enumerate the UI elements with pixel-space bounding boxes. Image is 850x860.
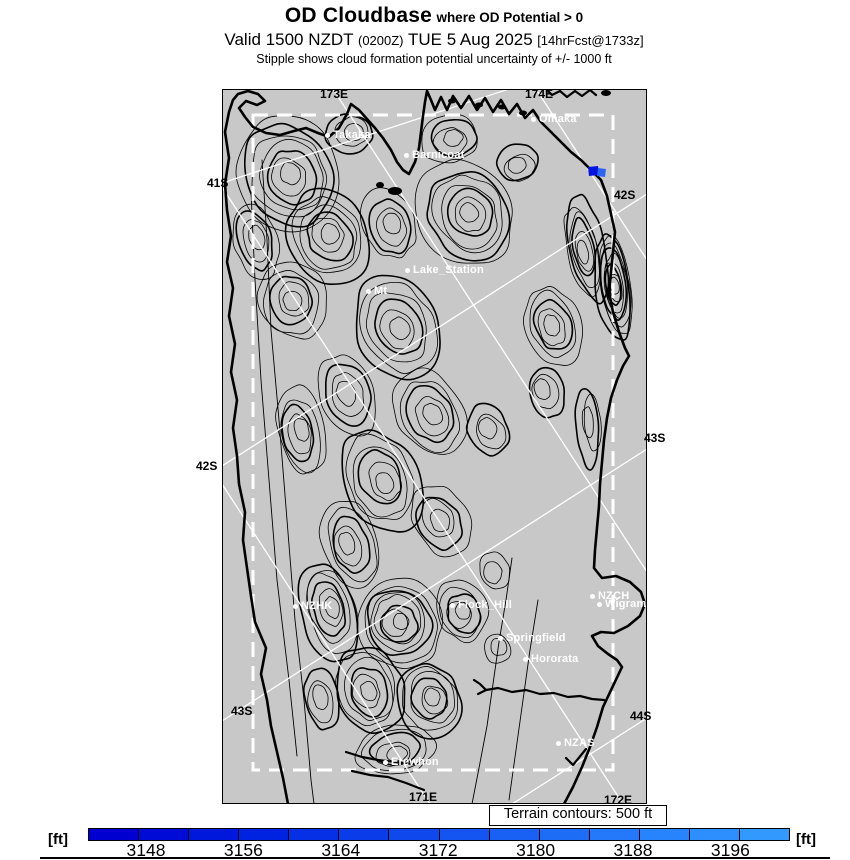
colorbar-segment-7: [439, 829, 490, 840]
colorbar-segment-11: [639, 829, 690, 840]
colorbar-tick-labels: 3148 3156 3164 3172 3180 3188 3196: [0, 840, 850, 860]
colorbar-segment-10: [589, 829, 640, 840]
colorbar-unit-left: [ft]: [48, 831, 68, 848]
title-line: OD Cloudbase where OD Potential > 0: [9, 4, 850, 29]
valid-date: TUE 5 Aug 2025: [407, 30, 533, 49]
colorbar-tick-3180: 3180: [516, 840, 556, 860]
colorbar-segment-3: [239, 829, 290, 840]
page-title: OD Cloudbase: [284, 4, 432, 27]
grid-label-43S-right: 43S: [644, 431, 666, 445]
colorbar-segment-13: [740, 829, 790, 840]
terrain-contour-map: [222, 89, 647, 804]
valid-zulu: (0200Z): [357, 33, 404, 48]
colorbar-segment-5: [339, 829, 390, 840]
title-note: where OD Potential > 0: [436, 10, 584, 25]
colorbar-segment-2: [189, 829, 240, 840]
forecast-info: [14hrFcst@1733z]: [537, 33, 644, 48]
map-panel: [222, 89, 647, 804]
colorbar-tick-3196: 3196: [710, 840, 750, 860]
valid-line: Valid 1500 NZDT (0200Z) TUE 5 Aug 2025 […: [9, 30, 850, 50]
colorbar-unit-right: [ft]: [796, 831, 816, 848]
colorbar-segment-6: [389, 829, 440, 840]
colorbar-segment-9: [539, 829, 590, 840]
stipple-note: Stipple shows cloud formation potential …: [256, 52, 612, 66]
grid-label-42S-left: 42S: [196, 459, 218, 473]
colorbar-tick-3164: 3164: [321, 840, 361, 860]
terrain-contours-note: Terrain contours: 500 ft: [489, 805, 667, 826]
colorbar-tick-3156: 3156: [223, 840, 263, 860]
valid-time: Valid 1500 NZDT: [224, 30, 354, 49]
colorbar-segment-1: [139, 829, 190, 840]
colorbar-segment-0: [89, 829, 140, 840]
colorbar-segment-12: [689, 829, 741, 840]
colorbar-tick-3188: 3188: [613, 840, 653, 860]
header: OD Cloudbase where OD Potential > 0 Vali…: [9, 4, 850, 67]
colorbar-segment-8: [489, 829, 540, 840]
colorbar: [88, 828, 790, 841]
figure-bottom-rule: [40, 857, 830, 859]
colorbar-tick-3148: 3148: [126, 840, 166, 860]
colorbar-tick-3172: 3172: [418, 840, 458, 860]
colorbar-segment-4: [289, 829, 340, 840]
